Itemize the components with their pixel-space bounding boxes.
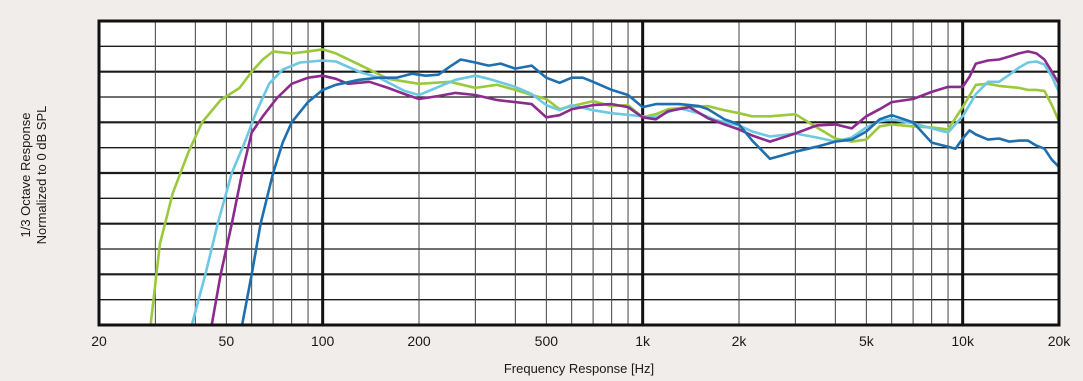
x-tick-label: 50 <box>219 333 235 349</box>
series-group <box>149 48 1061 327</box>
x-tick-label: 500 <box>535 333 559 349</box>
grid-lines <box>99 21 1059 325</box>
x-tick-label: 1k <box>635 333 651 349</box>
series-line-4 <box>240 58 1061 327</box>
x-tick-label: 10k <box>951 333 975 349</box>
x-tick-label: 200 <box>407 333 431 349</box>
y-axis-title-line-1: 1/3 Octave Response <box>18 112 33 237</box>
x-tick-label: 100 <box>311 333 335 349</box>
x-tick-labels: 20 50 100 200 500 1k 2k 5k 10k 20k <box>91 333 1071 349</box>
x-axis-title: Frequency Response [Hz] <box>504 361 654 376</box>
x-tick-label: 5k <box>859 333 875 349</box>
x-tick-label: 2k <box>732 333 748 349</box>
x-tick-label: 20 <box>91 333 107 349</box>
x-tick-label: 20k <box>1048 333 1072 349</box>
series-line-3 <box>210 50 1061 327</box>
y-axis-title-line-2: Normalized to 0 dB SPL <box>34 106 49 245</box>
plot-frame <box>97 19 1061 327</box>
